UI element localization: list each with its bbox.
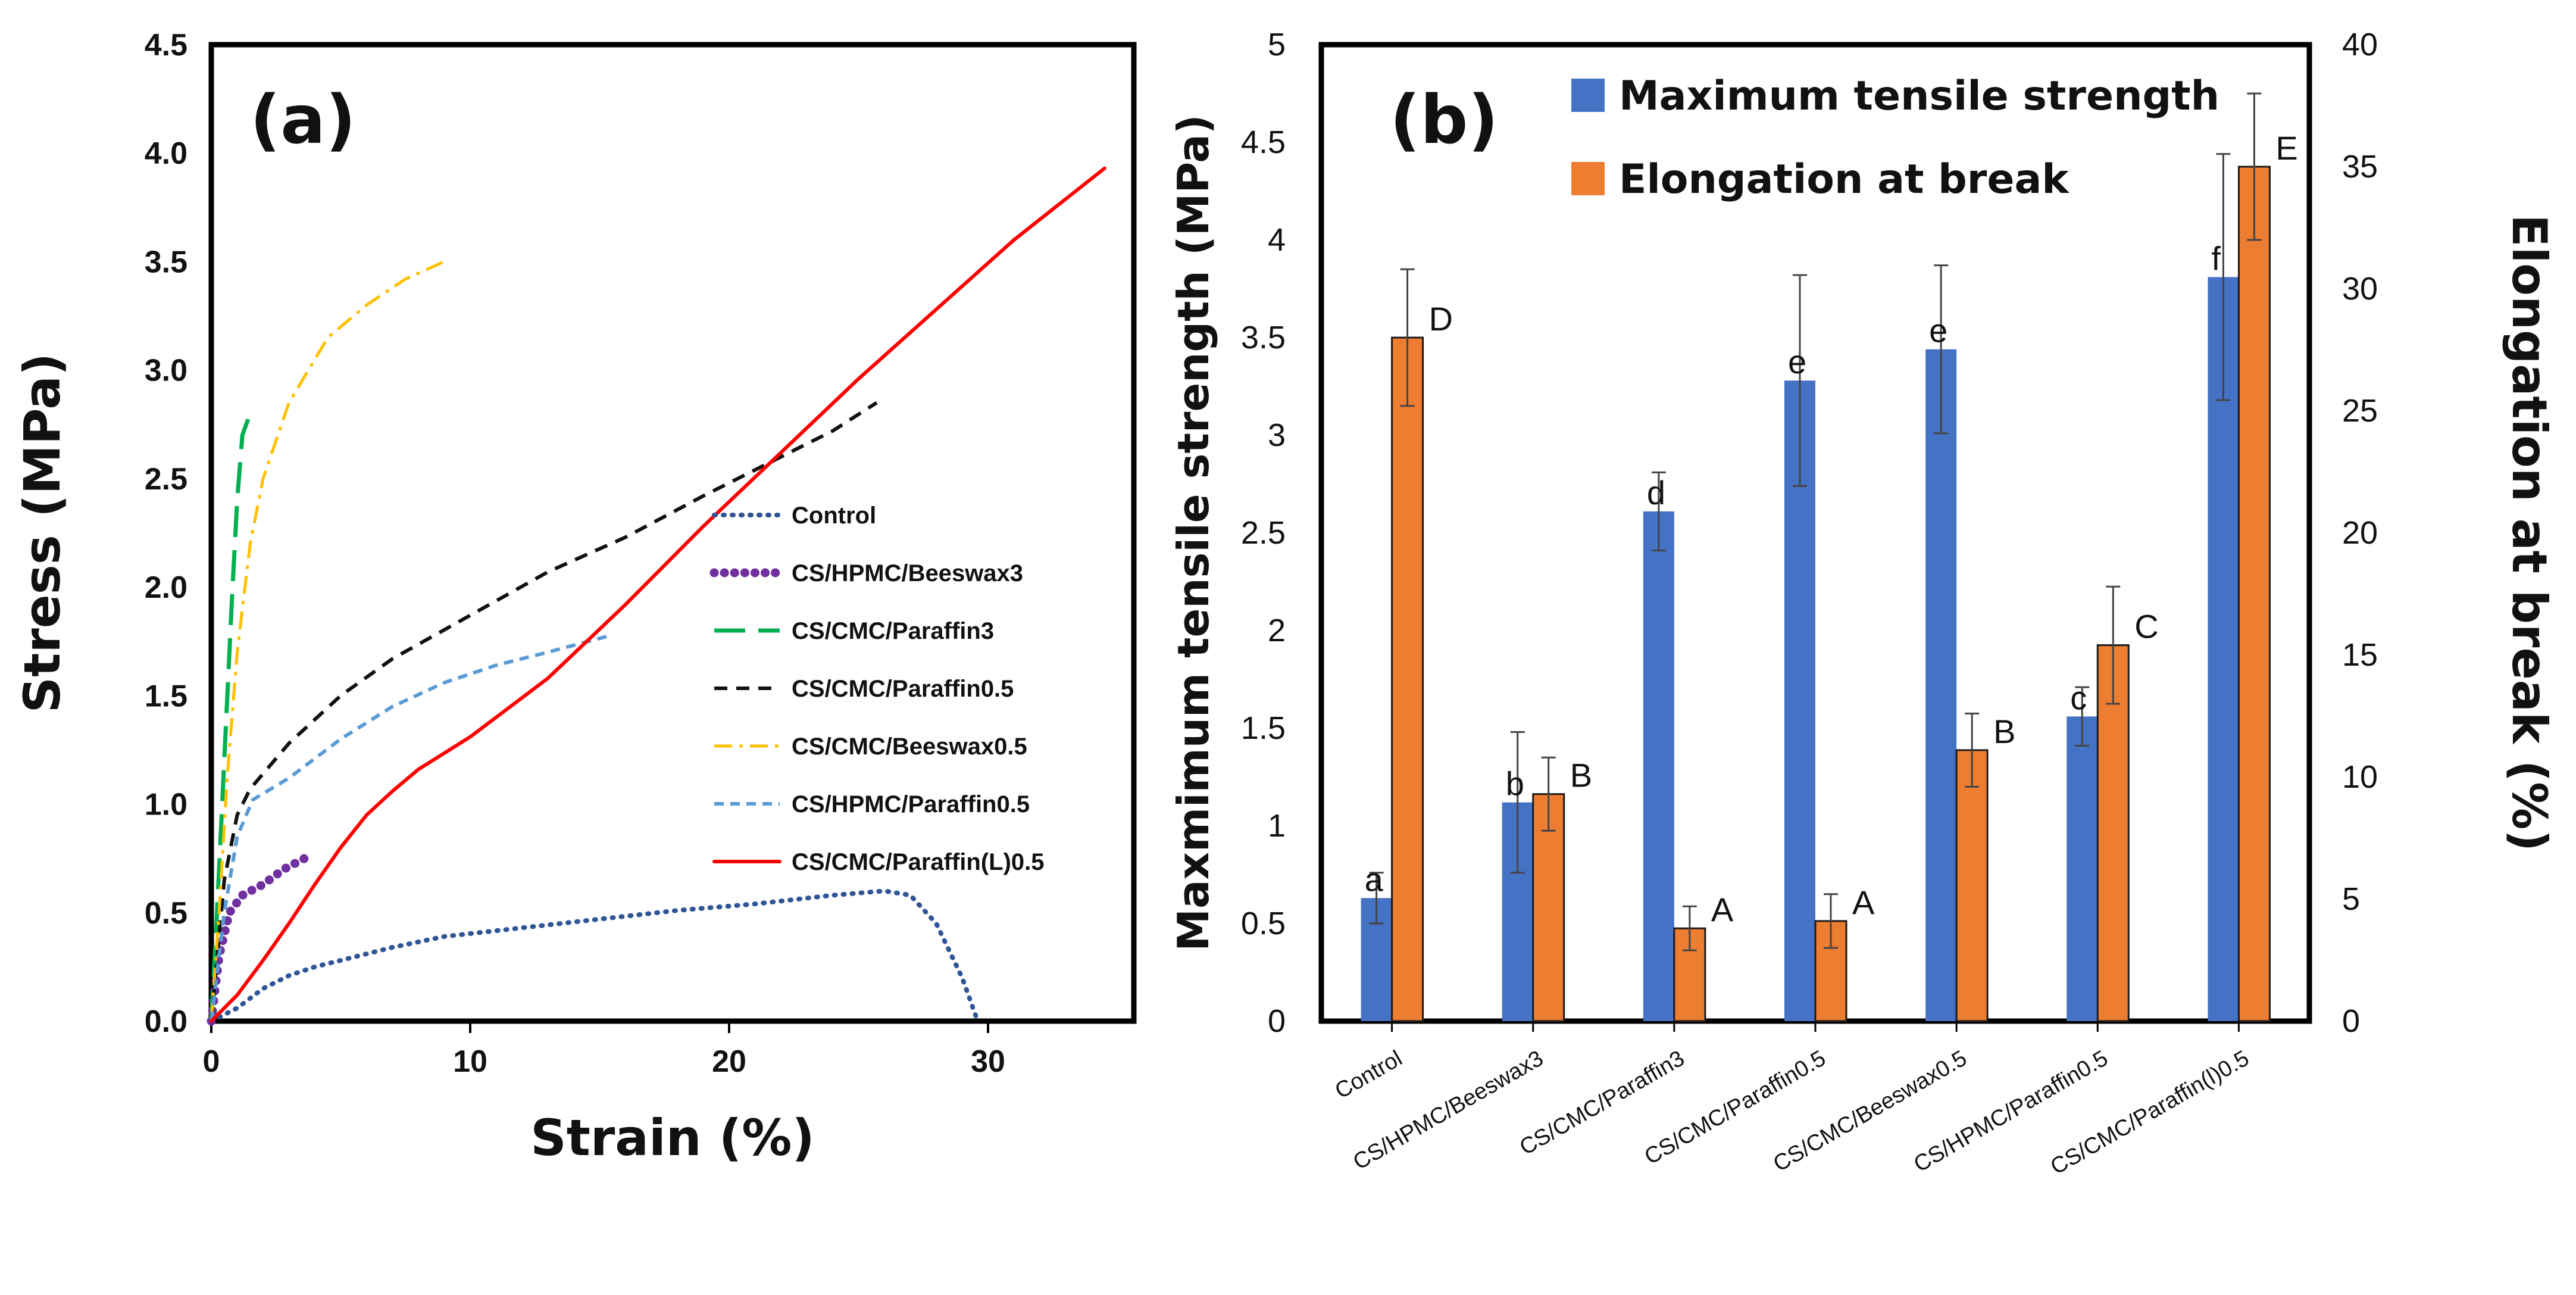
- series-line-cs-cmc-paraffin0-5: [210, 401, 878, 1022]
- y-tick-label: 2.5: [145, 462, 187, 497]
- series-line-control: [209, 888, 980, 1023]
- panel-a-x-axis-label: Strain (%): [530, 1109, 815, 1167]
- legend-entry: Elongation at break: [1619, 156, 2069, 203]
- left-y-tick-label: 1.5: [1241, 710, 1286, 746]
- panel-a-y-axis-label: Stress (MPa): [13, 353, 71, 713]
- category-label: Control: [1331, 1046, 1406, 1104]
- legend-swatch: [1571, 162, 1605, 195]
- left-y-tick-label: 1: [1268, 808, 1286, 844]
- panel-a-y-ticks: 0.0 0.5 1.0 1.5 2.0 2.5 3.0 3.5 4.0 4.5: [145, 28, 187, 1039]
- bar-elongation: [2237, 166, 2271, 1022]
- left-y-tick-label: 3: [1268, 417, 1286, 453]
- left-y-tick-label: 4.5: [1241, 124, 1286, 160]
- right-y-tick-label: 35: [2342, 149, 2378, 185]
- significance-letter: a: [1365, 860, 1384, 898]
- panel-a-series-lines: [207, 166, 1106, 1026]
- panel-b-left-y-axis-label: Maxmimum tensile strength (MPa): [1168, 114, 1218, 951]
- legend-swatch: [1571, 79, 1605, 112]
- bar-tensile: [2208, 277, 2239, 1021]
- right-y-tick-label: 10: [2342, 759, 2378, 795]
- bar-tensile: [1925, 349, 1957, 1022]
- significance-letter: B: [1570, 757, 1592, 794]
- significance-letter: b: [1506, 765, 1524, 803]
- legend-entry: CS/HPMC/Paraffin0.5: [792, 791, 1030, 817]
- left-y-tick-label: 0: [1268, 1003, 1286, 1039]
- left-y-tick-label: 0.5: [1241, 906, 1286, 941]
- significance-letter: A: [1711, 891, 1734, 928]
- y-tick-label: 4.0: [145, 136, 187, 171]
- x-tick-label: 0: [203, 1044, 220, 1079]
- legend-entry: CS/HPMC/Beeswax3: [792, 560, 1023, 586]
- panel-a-label: (a): [250, 82, 356, 159]
- panel-b-left-y-ticks: 0 0.5 1 1.5 2 2.5 3 3.5 4 4.5 5: [1241, 27, 1286, 1039]
- bar-elongation: [1532, 793, 1565, 1022]
- significance-letter: E: [2275, 129, 2297, 167]
- panel-a-plot-frame: [208, 42, 1137, 1024]
- y-tick-label: 3.5: [145, 245, 187, 279]
- legend-entry: CS/CMC/Paraffin0.5: [792, 676, 1014, 702]
- bar-tensile: [2067, 716, 2098, 1021]
- bar-tensile: [1784, 380, 1815, 1022]
- legend-entry: CS/CMC/Beeswax0.5: [792, 734, 1027, 760]
- series-line-cs-cmc-paraffin3: [209, 413, 252, 1022]
- right-y-tick-label: 20: [2342, 515, 2378, 551]
- panel-b-label: (b): [1390, 82, 1499, 159]
- legend-entry: Maximum tensile strength: [1619, 73, 2219, 120]
- series-line-cs-cmc-beeswax0-5: [210, 260, 445, 1022]
- legend-entry: CS/CMC/Paraffin3: [792, 618, 994, 644]
- bar-elongation: [1391, 336, 1424, 1022]
- significance-letter: d: [1647, 474, 1665, 511]
- y-tick-label: 2.0: [145, 570, 187, 605]
- panel-b-bar-chart: 0 0.5 1 1.5 2 2.5 3 3.5 4 4.5 5 0 5 10 15 20 25 30 35 40 a…: [1168, 27, 2557, 1179]
- bar-tensile: [1643, 511, 1674, 1021]
- significance-letter: f: [2211, 239, 2221, 277]
- significance-letter: c: [2070, 679, 2087, 716]
- panel-a-line-chart: 0.0 0.5 1.0 1.5 2.0 2.5 3.0 3.5 4.0 4.5 0 10 20 30 (…: [13, 28, 1137, 1167]
- y-tick-label: 0.5: [145, 896, 187, 931]
- legend-entry: CS/CMC/Paraffin(L)0.5: [792, 849, 1045, 875]
- panel-b-bars: a Db Bd Ae Ae Bc Cf E: [1361, 92, 2298, 1022]
- y-tick-label: 4.5: [145, 28, 187, 63]
- significance-letter: e: [1929, 312, 1947, 350]
- right-y-tick-label: 0: [2342, 1003, 2360, 1039]
- right-y-tick-label: 15: [2342, 637, 2378, 673]
- bar-elongation: [1955, 749, 1989, 1022]
- panel-a-x-ticks: 0 10 20 30: [203, 1021, 1005, 1079]
- left-y-tick-label: 2.5: [1241, 515, 1286, 551]
- y-tick-label: 3.0: [145, 354, 187, 388]
- right-y-tick-label: 25: [2342, 393, 2378, 429]
- significance-letter: A: [1852, 884, 1875, 921]
- x-tick-label: 20: [712, 1044, 746, 1079]
- legend-entry: Control: [792, 503, 876, 529]
- significance-letter: e: [1788, 343, 1806, 380]
- panel-b-right-y-ticks: 0 5 10 15 20 25 30 35 40: [2342, 27, 2378, 1039]
- panel-a-legend: Control CS/HPMC/Beeswax3 CS/CMC/Paraffin3 C…: [709, 503, 1045, 875]
- y-tick-label: 1.5: [145, 679, 187, 713]
- significance-letter: D: [1429, 300, 1453, 338]
- panel-b-category-labels: ControlCS/HPMC/Beeswax3CS/CMC/Paraffin3C…: [1331, 1021, 2253, 1179]
- left-y-tick-label: 5: [1268, 27, 1286, 63]
- left-y-tick-label: 2: [1268, 613, 1286, 648]
- right-y-tick-label: 30: [2342, 271, 2378, 307]
- x-tick-label: 30: [971, 1044, 1005, 1079]
- bar-elongation: [2096, 644, 2130, 1022]
- significance-letter: B: [1993, 713, 2015, 750]
- y-tick-label: 1.0: [145, 788, 187, 822]
- significance-letter: C: [2134, 608, 2158, 645]
- left-y-tick-label: 4: [1268, 222, 1286, 258]
- series-line-cs-cmc-paraffin-l-0-5: [210, 166, 1106, 1023]
- right-y-tick-label: 40: [2342, 27, 2378, 63]
- panel-b-right-y-axis-label: Elongation at break (%): [2502, 214, 2557, 851]
- x-tick-label: 10: [453, 1044, 487, 1079]
- right-y-tick-label: 5: [2342, 881, 2360, 917]
- left-y-tick-label: 3.5: [1241, 320, 1286, 355]
- y-tick-label: 0.0: [145, 1004, 187, 1039]
- panel-b-legend: Maximum tensile strength Elongation at br…: [1571, 73, 2219, 203]
